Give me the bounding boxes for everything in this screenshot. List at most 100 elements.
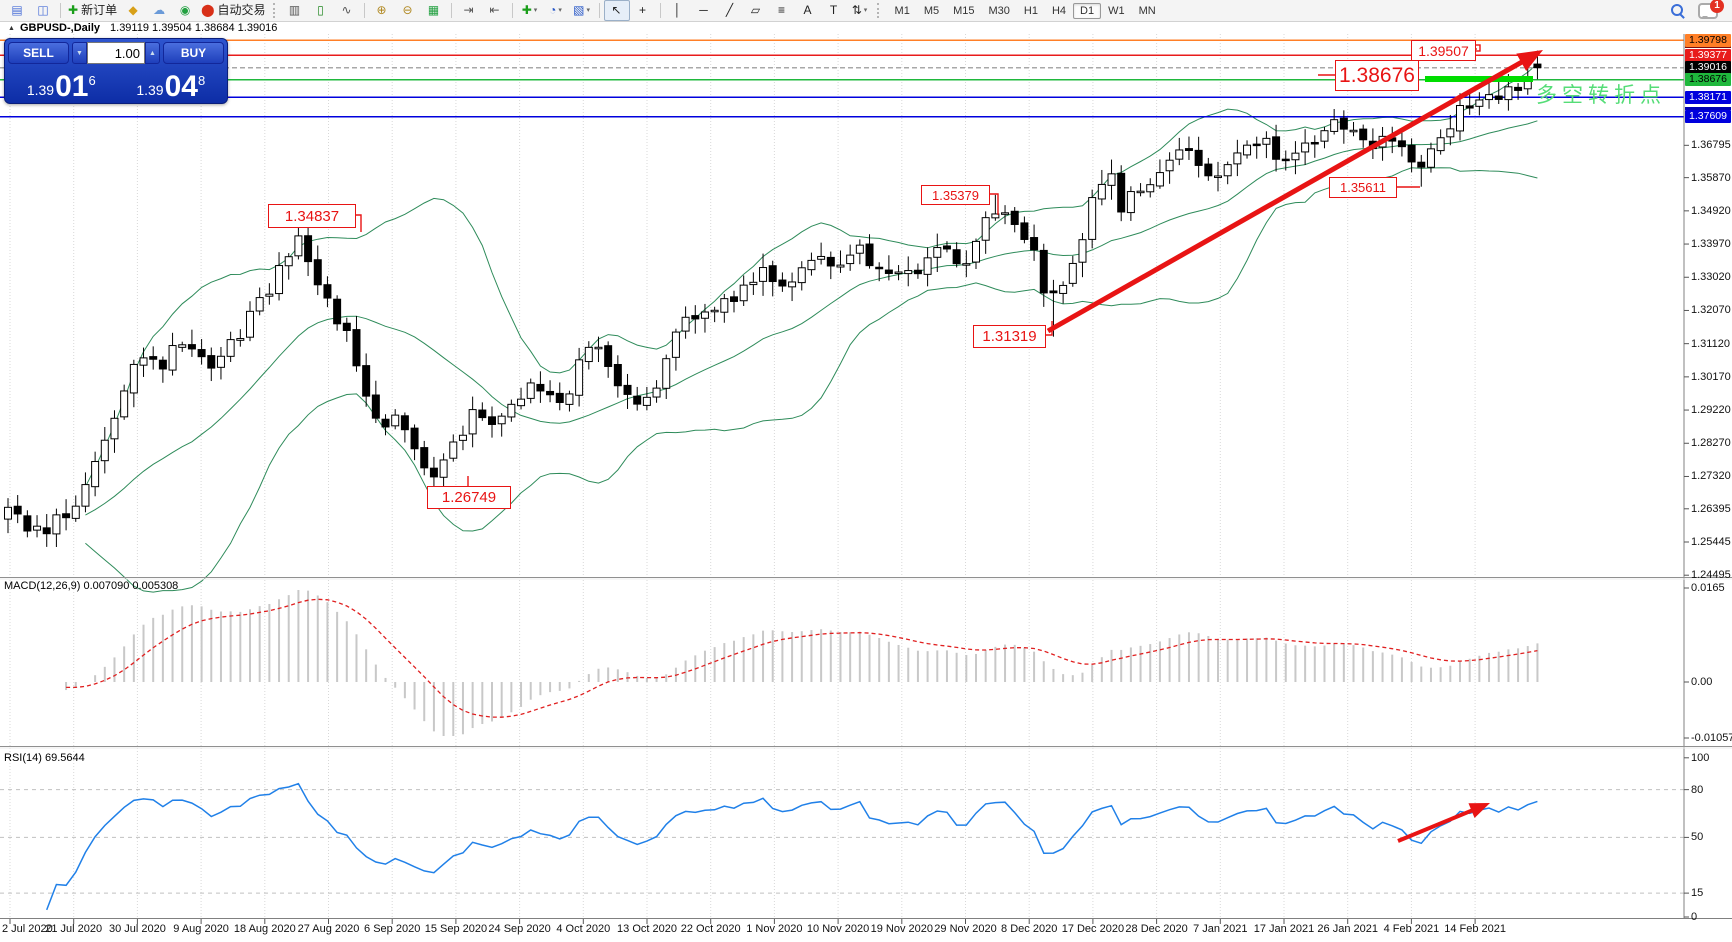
- timeframe-mn[interactable]: MN: [1138, 4, 1156, 17]
- bar-chart-icon[interactable]: ▥: [282, 0, 308, 21]
- rsi-axis-tick: 0: [1691, 911, 1698, 923]
- price-callout-label[interactable]: 1.39507: [1411, 40, 1476, 61]
- profiles-icon[interactable]: ◫: [30, 0, 56, 21]
- crosshair-icon[interactable]: +: [630, 0, 656, 21]
- chart-expand-icon[interactable]: ▲: [8, 24, 15, 32]
- toolbar-separator: [60, 3, 61, 18]
- new-order-icon[interactable]: ✚ 新订单: [65, 0, 120, 21]
- line-chart-icon[interactable]: ∿: [334, 0, 360, 21]
- metaeditor-icon: ◆: [128, 3, 138, 17]
- volume-up-button[interactable]: ▲: [145, 42, 160, 64]
- price-callout-label[interactable]: 1.26749: [427, 486, 511, 509]
- chat-icon[interactable]: 1: [1698, 0, 1724, 19]
- timeframe-h4[interactable]: H4: [1051, 4, 1067, 17]
- templates-icon[interactable]: ▧ ▾: [569, 0, 595, 21]
- bar-chart-icon: ▥: [288, 3, 301, 17]
- timeframe-h1[interactable]: H1: [1023, 4, 1038, 17]
- date-axis-label: 6 Sep 2020: [364, 923, 421, 935]
- timeframe-d1[interactable]: D1: [1073, 2, 1102, 19]
- sell-button[interactable]: SELL: [8, 42, 69, 64]
- chart-titlebar: ▲ GBPUSD-,Daily 1.39119 1.39504 1.38684 …: [0, 22, 1732, 34]
- sell-price-pip: 6: [88, 73, 96, 88]
- price-callout-label[interactable]: 1.31319: [973, 325, 1046, 348]
- search-icon[interactable]: [1671, 4, 1685, 19]
- chinese-annotation[interactable]: 多空转折点: [1536, 84, 1666, 107]
- periods-icon[interactable]: ◔ ▾: [543, 0, 569, 21]
- signals-icon[interactable]: ◉: [172, 0, 198, 21]
- add-indicator-icon: ✚: [521, 3, 532, 17]
- trendline-icon[interactable]: ╱: [717, 0, 743, 21]
- cloud-icon[interactable]: ☁: [146, 0, 172, 21]
- text-icon[interactable]: A: [795, 0, 821, 21]
- new-order-icon-label: 新订单: [81, 3, 118, 17]
- chart-shift-icon[interactable]: ⇤: [482, 0, 508, 21]
- autotrading-icon-label: 自动交易: [217, 3, 266, 17]
- cursor-icon[interactable]: ↖: [603, 0, 630, 21]
- rsi-indicator-label: RSI(14) 69.5644: [4, 752, 85, 764]
- tile-windows-icon[interactable]: ▦: [421, 0, 447, 21]
- macd-axis-tick: 0.0165: [1691, 582, 1725, 594]
- dropdown-caret-icon[interactable]: ▾: [558, 7, 562, 14]
- price-callout-label[interactable]: 1.35379: [921, 185, 990, 205]
- crosshair-icon: +: [639, 3, 647, 17]
- buy-button[interactable]: BUY: [163, 42, 224, 64]
- candlestick-chart-icon[interactable]: ▯: [308, 0, 334, 21]
- horizontal-line-icon: ─: [699, 3, 708, 17]
- volume-down-button[interactable]: ▼: [72, 42, 87, 64]
- vertical-line-icon[interactable]: │: [665, 0, 691, 21]
- new-order-icon: ✚: [68, 3, 79, 17]
- dropdown-caret-icon[interactable]: ▾: [863, 7, 868, 14]
- timeframe-m1[interactable]: M1: [894, 4, 910, 17]
- fibonacci-icon: ≡: [778, 3, 786, 17]
- toolbar-drag-handle[interactable]: [876, 3, 882, 18]
- volume-input[interactable]: [87, 42, 145, 64]
- chart-title: GBPUSD-,Daily: [19, 22, 101, 34]
- vertical-line-icon: │: [673, 3, 682, 17]
- fibonacci-icon[interactable]: ≡: [769, 0, 795, 21]
- sell-price-display[interactable]: 1.39 01 6: [8, 66, 115, 102]
- dropdown-caret-icon[interactable]: ▾: [533, 7, 538, 14]
- timeframe-m15[interactable]: M15: [953, 4, 975, 17]
- timeframe-w1[interactable]: W1: [1108, 4, 1125, 17]
- toolbar-separator: [659, 3, 661, 18]
- price-tag: 1.39798: [1685, 34, 1731, 47]
- autoscroll-icon[interactable]: ⇥: [456, 0, 482, 21]
- buy-price-display[interactable]: 1.39 04 8: [118, 66, 225, 103]
- horizontal-line-icon[interactable]: ─: [691, 0, 717, 21]
- rsi-axis-tick: 15: [1691, 887, 1704, 900]
- price-axis-tick: 1.33020: [1691, 271, 1731, 284]
- price-callout-label[interactable]: 1.38676: [1335, 60, 1419, 91]
- metaeditor-icon[interactable]: ◆: [120, 0, 146, 21]
- volume-spinner: ▼ ▲: [72, 42, 160, 64]
- channel-icon[interactable]: ▱: [743, 0, 769, 21]
- toolbar-separator: [511, 3, 513, 18]
- zoom-out-icon[interactable]: ⊖: [395, 0, 421, 21]
- date-axis-label: 21 Jul 2020: [45, 923, 103, 935]
- sell-price-main: 1.39: [26, 82, 55, 98]
- date-axis-label: 2 Jul 2020: [2, 923, 53, 935]
- arrows-icon[interactable]: ⇅ ▾: [847, 0, 873, 21]
- label-icon[interactable]: T: [821, 0, 847, 21]
- price-callout-label[interactable]: 1.35611: [1329, 177, 1397, 198]
- rsi-value: 69.5644: [44, 752, 85, 764]
- new-window-icon[interactable]: ▤: [4, 0, 30, 21]
- price-tag: 1.39016: [1685, 61, 1731, 74]
- date-axis-label: 4 Oct 2020: [556, 923, 611, 935]
- toolbar-right-group: 1: [1671, 0, 1728, 19]
- autotrading-icon[interactable]: ⬤ 自动交易: [198, 0, 268, 21]
- toolbar-drag-handle[interactable]: [272, 3, 278, 18]
- macd-values: 0.007090 0.005308: [83, 580, 179, 592]
- price-tag-clipped: [1685, 45, 1731, 48]
- zoom-in-icon: ⊕: [376, 3, 387, 17]
- buy-price-big: 04: [164, 70, 198, 103]
- timeframe-m5[interactable]: M5: [923, 4, 940, 17]
- timeframe-m30[interactable]: M30: [988, 4, 1010, 17]
- price-tag: 1.38171: [1685, 91, 1731, 104]
- add-indicator-icon[interactable]: ✚ ▾: [517, 0, 543, 21]
- price-callout-label[interactable]: 1.34837: [268, 204, 356, 228]
- zoom-in-icon[interactable]: ⊕: [369, 0, 395, 21]
- dropdown-caret-icon[interactable]: ▾: [586, 7, 590, 14]
